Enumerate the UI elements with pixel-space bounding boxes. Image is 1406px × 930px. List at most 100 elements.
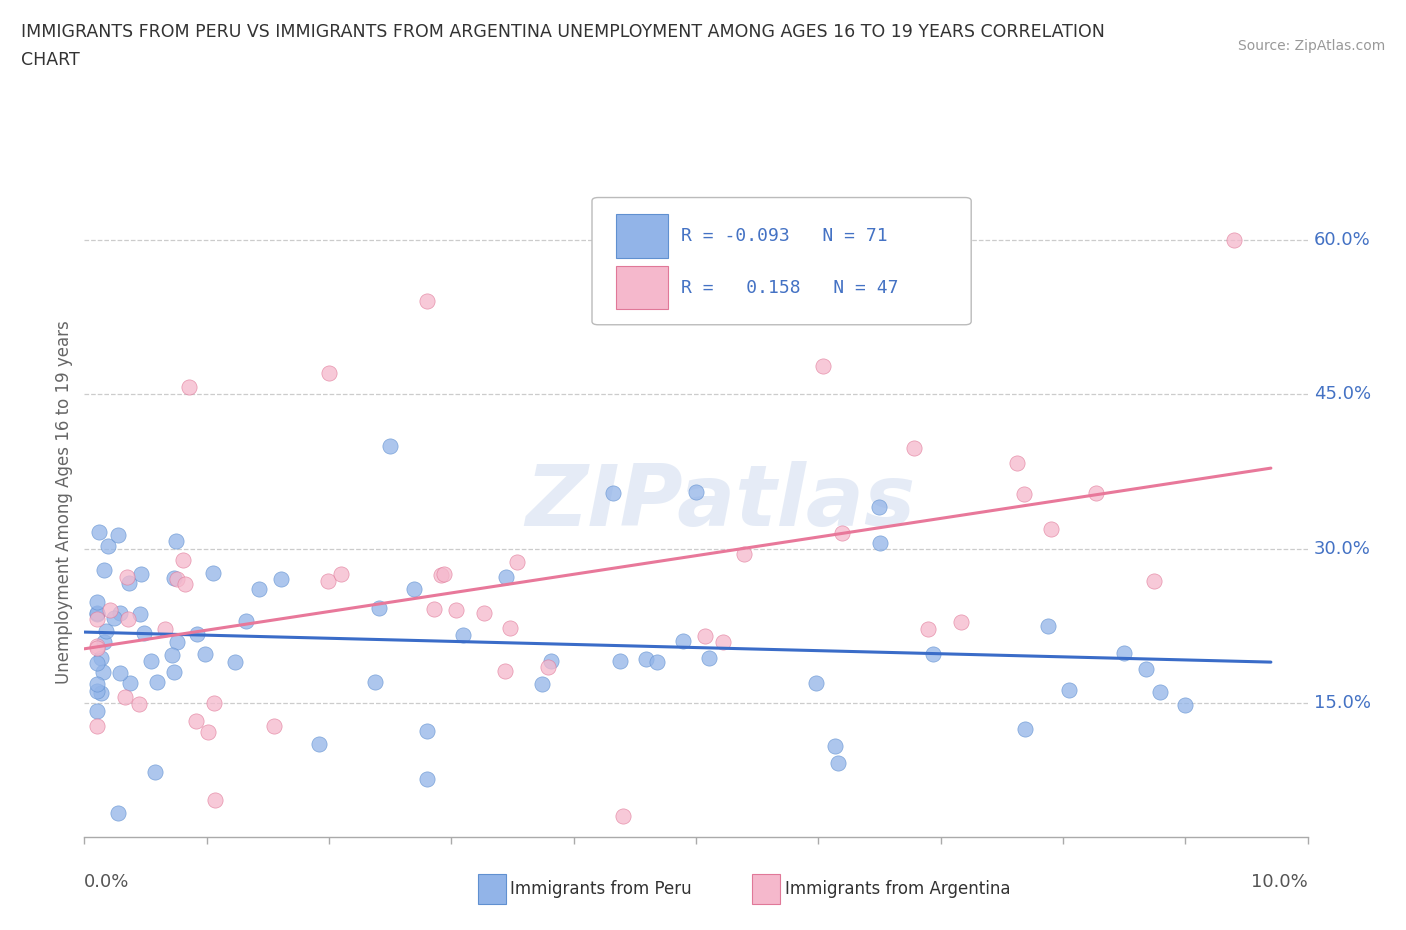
Point bbox=[117, 611, 139, 626]
Point bbox=[194, 646, 217, 661]
Point bbox=[166, 572, 188, 587]
Point bbox=[697, 651, 720, 666]
Point bbox=[103, 610, 125, 625]
Point bbox=[499, 620, 522, 635]
Point bbox=[869, 500, 891, 515]
Point bbox=[813, 358, 835, 373]
FancyBboxPatch shape bbox=[592, 197, 972, 325]
Point bbox=[1036, 618, 1059, 633]
Point bbox=[917, 621, 939, 636]
Point bbox=[1085, 485, 1108, 500]
Point bbox=[120, 676, 142, 691]
Point bbox=[86, 605, 108, 620]
Point bbox=[416, 772, 439, 787]
Point bbox=[163, 665, 186, 680]
Text: 30.0%: 30.0% bbox=[1313, 539, 1371, 558]
Point bbox=[1143, 574, 1166, 589]
Point bbox=[114, 690, 136, 705]
Point bbox=[433, 567, 456, 582]
Text: 10.0%: 10.0% bbox=[1251, 873, 1308, 891]
Point bbox=[87, 525, 110, 539]
Point bbox=[197, 725, 219, 740]
Point bbox=[1014, 722, 1036, 737]
Point bbox=[235, 614, 257, 629]
Point bbox=[98, 603, 121, 618]
Point bbox=[537, 660, 560, 675]
Point bbox=[86, 719, 108, 734]
Point bbox=[612, 809, 634, 824]
Point bbox=[1012, 486, 1035, 501]
Point bbox=[318, 573, 340, 588]
Text: R =   0.158   N = 47: R = 0.158 N = 47 bbox=[682, 279, 898, 297]
Point bbox=[950, 614, 973, 629]
Point bbox=[827, 755, 849, 770]
Point bbox=[143, 764, 166, 779]
Point bbox=[224, 655, 246, 670]
Point bbox=[86, 676, 108, 691]
Point bbox=[922, 647, 945, 662]
Point bbox=[472, 605, 495, 620]
Point bbox=[308, 737, 330, 751]
Point bbox=[141, 654, 163, 669]
Point bbox=[869, 536, 891, 551]
Point bbox=[132, 625, 155, 640]
Point bbox=[404, 581, 426, 596]
Point bbox=[107, 805, 129, 820]
Point bbox=[634, 652, 657, 667]
Point bbox=[174, 577, 197, 591]
Point bbox=[202, 565, 225, 580]
Point bbox=[108, 666, 131, 681]
Point bbox=[645, 655, 668, 670]
Point bbox=[86, 656, 108, 671]
Point bbox=[685, 485, 707, 499]
Point bbox=[1059, 683, 1081, 698]
Text: R = -0.093   N = 71: R = -0.093 N = 71 bbox=[682, 227, 889, 246]
Point bbox=[530, 676, 553, 691]
Point bbox=[380, 438, 402, 453]
Text: 0.0%: 0.0% bbox=[84, 873, 129, 891]
Point bbox=[86, 640, 108, 655]
Point bbox=[1174, 698, 1197, 713]
Text: ZIPatlas: ZIPatlas bbox=[526, 460, 915, 544]
Point bbox=[115, 570, 138, 585]
Point bbox=[247, 581, 270, 596]
Point bbox=[179, 379, 201, 394]
Point bbox=[146, 675, 169, 690]
Point bbox=[186, 627, 208, 642]
Point bbox=[609, 654, 631, 669]
Point bbox=[86, 638, 108, 653]
Point bbox=[108, 606, 131, 621]
Point bbox=[451, 628, 474, 643]
Point bbox=[671, 633, 693, 648]
Point bbox=[1007, 456, 1029, 471]
Point bbox=[824, 738, 846, 753]
Text: 15.0%: 15.0% bbox=[1313, 694, 1371, 712]
Point bbox=[318, 366, 340, 381]
Point bbox=[602, 486, 624, 501]
Text: Source: ZipAtlas.com: Source: ZipAtlas.com bbox=[1237, 39, 1385, 53]
Point bbox=[166, 635, 188, 650]
Point bbox=[118, 576, 141, 591]
Point bbox=[86, 607, 108, 622]
Bar bbox=[616, 266, 668, 310]
Point bbox=[163, 570, 186, 585]
Point bbox=[364, 674, 387, 689]
Point bbox=[86, 703, 108, 718]
Point bbox=[91, 664, 114, 679]
Point bbox=[903, 441, 925, 456]
Point bbox=[86, 595, 108, 610]
Point bbox=[270, 572, 292, 587]
Text: 60.0%: 60.0% bbox=[1313, 231, 1371, 248]
Point bbox=[172, 552, 194, 567]
Y-axis label: Unemployment Among Ages 16 to 19 years: Unemployment Among Ages 16 to 19 years bbox=[55, 320, 73, 684]
Point bbox=[416, 724, 439, 738]
Text: CHART: CHART bbox=[21, 51, 80, 69]
Point bbox=[96, 623, 118, 638]
Point bbox=[1223, 232, 1246, 247]
Bar bbox=[616, 214, 668, 258]
Point bbox=[1112, 645, 1135, 660]
Point bbox=[494, 664, 516, 679]
Text: 45.0%: 45.0% bbox=[1313, 385, 1371, 403]
Point bbox=[444, 603, 467, 618]
Point bbox=[90, 650, 112, 665]
